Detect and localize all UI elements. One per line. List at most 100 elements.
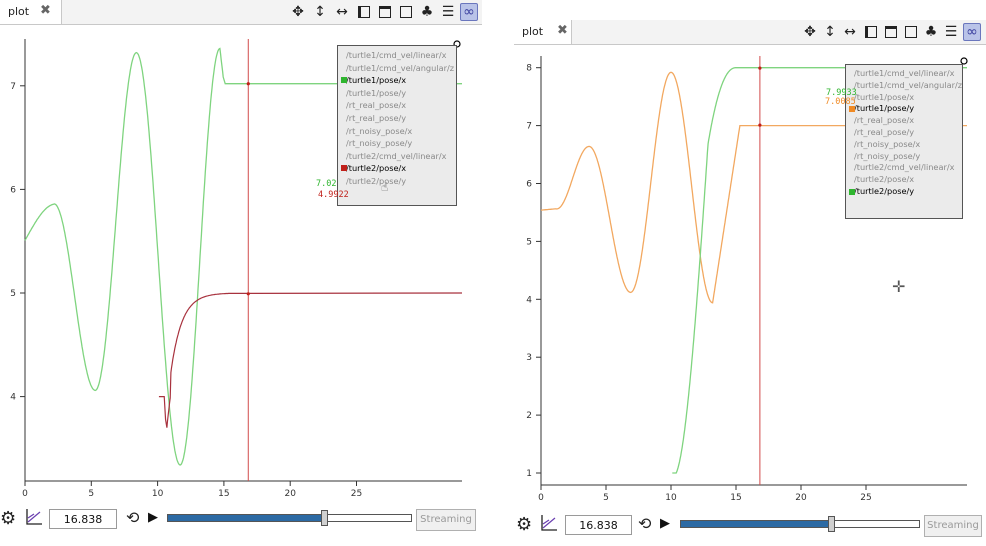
close-icon[interactable]: ✖ [557,23,568,38]
y-tick-label: 7 [526,122,532,132]
x-tick-label: 0 [22,489,28,499]
series-line-turtle2-pose-x [158,292,463,428]
time-input[interactable]: 16.838 [565,515,632,535]
legend-label: /rt_noisy_pose/x [346,125,413,136]
split-vertical-icon[interactable] [376,3,394,21]
legend-label: /turtle1/cmd_vel/angular/z [346,62,455,73]
time-slider[interactable] [167,510,412,526]
slider-handle[interactable] [320,510,328,526]
time-input[interactable]: 16.838 [49,509,117,529]
axis-icon[interactable] [24,507,44,527]
legend-label: /rt_real_pose/y [854,126,915,137]
legend-item[interactable]: /rt_real_pose/x [854,115,962,127]
y-tick-label: 3 [526,353,532,363]
left-plot-panel: plot ✖ ✥ ↕ ↔ ♣ ☰ ∞ 0 5 10 15 20 25 4 5 6 7 /turtl… [0,0,482,546]
play-icon[interactable]: ▶ [148,510,158,525]
legend-icon[interactable]: ☰ [441,4,455,20]
legend-item[interactable]: /turtle2/pose/x [341,162,456,175]
slider-handle[interactable] [827,516,835,532]
legend-item[interactable]: /turtle2/pose/x [854,174,962,186]
legend-item[interactable]: /turtle2/cmd_vel/linear/x [854,162,962,174]
legend-item[interactable]: /rt_noisy_pose/x [854,139,962,151]
legend-label: /rt_real_pose/y [346,112,407,123]
legend-item[interactable]: /turtle2/cmd_vel/linear/x [346,150,456,163]
right-cursor-green-value: 7.9933 [826,88,857,98]
legend-label: /turtle2/pose/y [854,185,915,196]
legend-item[interactable]: /rt_noisy_pose/x [346,125,456,138]
legend-item[interactable]: /turtle1/pose/y [849,103,962,115]
slider-fill [681,521,831,527]
legend-item[interactable]: /rt_real_pose/x [346,99,456,112]
close-icon[interactable]: ✖ [40,3,51,18]
legend-item[interactable]: /rt_real_pose/y [854,127,962,139]
axis-icon[interactable] [539,513,559,533]
cursor-point-orange [758,123,762,127]
series-line-turtle2-pose-y [672,67,967,474]
horizontal-zoom-icon[interactable]: ↔ [844,24,856,40]
legend-swatch [341,165,347,172]
refresh-icon[interactable]: ⟲ [126,508,140,527]
add-plot-icon[interactable] [902,23,920,41]
y-tick-label: 6 [10,185,16,195]
legend-label: /rt_noisy_pose/y [854,150,921,161]
gear-icon[interactable]: ⚙ [516,514,533,535]
legend-item[interactable]: /rt_noisy_pose/y [854,151,962,163]
legend-item[interactable]: /turtle1/pose/y [346,87,456,100]
legend-item[interactable]: /turtle1/cmd_vel/linear/x [346,49,456,62]
x-tick-label: 5 [88,489,94,499]
horizontal-zoom-icon[interactable]: ↔ [336,4,348,20]
legend-item[interactable]: /turtle2/pose/y [346,175,456,188]
y-tick-label: 4 [526,295,532,305]
y-tick-label: 4 [10,393,16,403]
legend-item[interactable]: /turtle2/pose/y [849,185,962,198]
legend-item[interactable]: /turtle1/pose/x [854,92,962,104]
legend-label: /turtle1/cmd_vel/linear/x [346,50,447,60]
y-tick-label: 2 [526,411,532,421]
move-icon[interactable]: ✥ [292,4,304,20]
legend-label: /turtle1/pose/x [346,75,407,86]
legend-label: /turtle1/pose/y [346,87,407,98]
gear-icon[interactable]: ⚙ [0,508,17,529]
refresh-icon[interactable]: ⟲ [638,514,652,533]
streaming-button[interactable]: Streaming [416,509,476,531]
legend-label: /turtle2/pose/x [346,163,407,174]
x-tick-label: 25 [351,489,362,499]
right-plot-tab[interactable]: plot ✖ [514,20,572,44]
left-legend[interactable]: /turtle1/cmd_vel/linear/x/turtle1/cmd_ve… [337,45,457,206]
add-plot-icon[interactable] [397,3,415,21]
legend-item[interactable]: /turtle1/cmd_vel/angular/z [346,62,456,75]
move-icon[interactable]: ✥ [804,24,816,40]
legend-label: /turtle2/pose/x [854,174,915,185]
legend-item[interactable]: /turtle1/cmd_vel/angular/z [854,80,962,92]
vertical-zoom-icon[interactable]: ↕ [824,24,836,40]
split-vertical-icon[interactable] [882,23,900,41]
clear-icon[interactable]: ♣ [924,24,938,40]
play-icon[interactable]: ▶ [660,516,670,531]
right-cursor-orange-value: 7.0085 [825,97,856,107]
link-icon[interactable]: ∞ [460,3,478,21]
vertical-zoom-icon[interactable]: ↕ [314,4,326,20]
x-tick-label: 5 [603,493,609,503]
streaming-button[interactable]: Streaming [924,515,982,537]
legend-item[interactable]: /rt_real_pose/y [346,112,456,125]
split-horizontal-icon[interactable] [862,23,880,41]
legend-item[interactable]: /turtle1/pose/x [341,74,456,87]
clear-icon[interactable]: ♣ [420,4,434,20]
time-slider[interactable] [680,516,920,532]
cursor-point-green [758,66,762,70]
legend-item[interactable]: /rt_noisy_pose/y [346,137,456,150]
series-line-turtle1-pose-y [541,71,967,304]
legend-label: /turtle1/cmd_vel/linear/x [854,68,955,78]
left-cursor-green-value: 7.02 [316,179,337,189]
right-plot-canvas[interactable]: 0 5 10 15 20 25 1 2 3 4 5 6 7 8 [514,44,986,510]
legend-item[interactable]: /turtle1/cmd_vel/linear/x [854,68,962,80]
legend-label: /turtle2/cmd_vel/linear/x [346,150,447,161]
x-tick-label: 15 [218,489,229,499]
right-legend[interactable]: /turtle1/cmd_vel/linear/x/turtle1/cmd_ve… [845,64,963,219]
left-plot-tab[interactable]: plot ✖ [0,0,62,24]
split-horizontal-icon[interactable] [355,3,373,21]
legend-label: /rt_noisy_pose/y [346,138,413,149]
cursor-point-red [246,292,250,296]
link-icon[interactable]: ∞ [963,23,981,41]
legend-icon[interactable]: ☰ [944,24,958,40]
